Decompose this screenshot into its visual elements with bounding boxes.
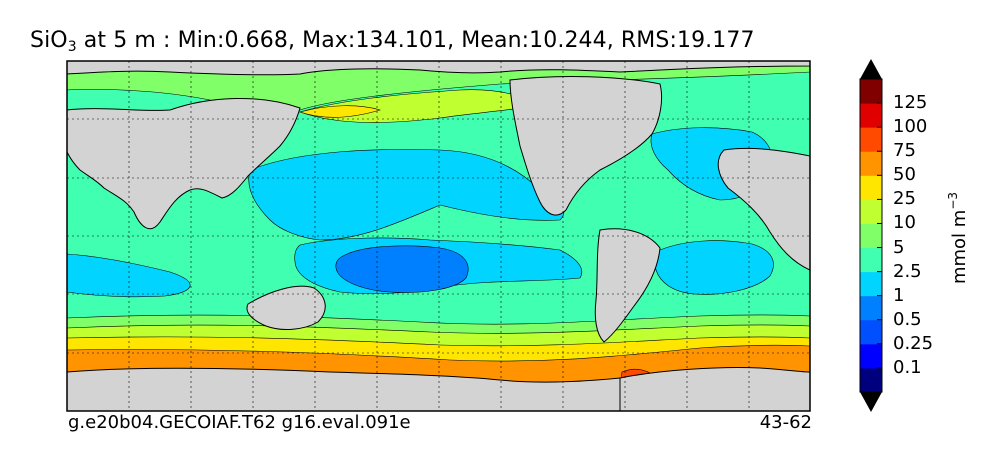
colorbar-segment: [860, 343, 882, 369]
land: [67, 61, 810, 411]
colorbar: [859, 59, 883, 412]
colorbar-segment: [860, 79, 882, 104]
colorbar-segment: [860, 175, 882, 200]
colorbar-outline: [859, 78, 883, 393]
colorbar-tick-label: 5: [893, 236, 905, 258]
units-main: mmol m: [949, 209, 970, 285]
units-exponent: −3: [946, 191, 960, 210]
colorbar-segment: [860, 247, 882, 273]
colorbar-tick-label: 50: [893, 164, 916, 186]
title-variable: SiO: [30, 28, 68, 53]
contour-patch-north-25: [298, 105, 382, 118]
antarctica-land-west: [67, 367, 621, 411]
map-panel: [67, 61, 810, 411]
graticule: [67, 61, 810, 411]
colorbar-tick-label: 100: [893, 116, 928, 138]
run-id-label: g.e20b04.GECOIAF.T62 g16.eval.091e: [68, 412, 411, 433]
contour-region-indian-1: [67, 253, 191, 298]
colorbar-tick-label: 2.5: [893, 260, 922, 282]
colorbar-tick-label: 0.25: [893, 332, 934, 354]
colorbar-segment: [860, 295, 882, 321]
contour-region-south-atlantic-1: [654, 240, 774, 295]
contour-region-south-pacific-0-5: [335, 245, 469, 293]
colorbar-tick-label: 1: [893, 284, 905, 306]
colorbar-segment: [860, 103, 882, 128]
colorbar-tick-label: 0.1: [893, 356, 922, 378]
colorbar-segment: [860, 223, 882, 249]
contour-region-north-pacific-1: [248, 149, 565, 241]
australia-land: [246, 285, 326, 330]
antarctica-land-east: [619, 366, 810, 411]
map-frame: [66, 60, 811, 412]
year-range-label: 43-62: [759, 412, 812, 433]
colorbar-tick-label: 0.5: [893, 308, 922, 330]
colorbar-segment: [860, 367, 882, 393]
south-america-land: [594, 228, 661, 343]
colorbar-segment: [860, 319, 882, 345]
colorbar-segment: [860, 151, 882, 176]
colorbar-tick-label: 25: [893, 188, 916, 210]
eurasia-land: [67, 98, 301, 230]
map-title: SiO3 at 5 m : Min:0.668, Max:134.101, Me…: [30, 28, 755, 55]
colorbar-segment: [860, 271, 882, 297]
colorbar-units: mmol m−3: [946, 192, 970, 284]
colorbar-segment: [860, 199, 882, 224]
title-subscript: 3: [67, 39, 77, 55]
title-stats: at 5 m : Min:0.668, Max:134.101, Mean:10…: [76, 28, 755, 53]
north-america-land: [509, 76, 663, 216]
colorbar-extend-min: [860, 392, 882, 412]
colorbar-tick-label: 10: [893, 212, 916, 234]
colorbar-tick-label: 125: [893, 92, 928, 114]
colorbar-segment: [860, 127, 882, 152]
colorbar-extend-max: [860, 59, 882, 79]
colorbar-tick-label: 75: [893, 140, 916, 162]
africa-land: [717, 147, 810, 271]
